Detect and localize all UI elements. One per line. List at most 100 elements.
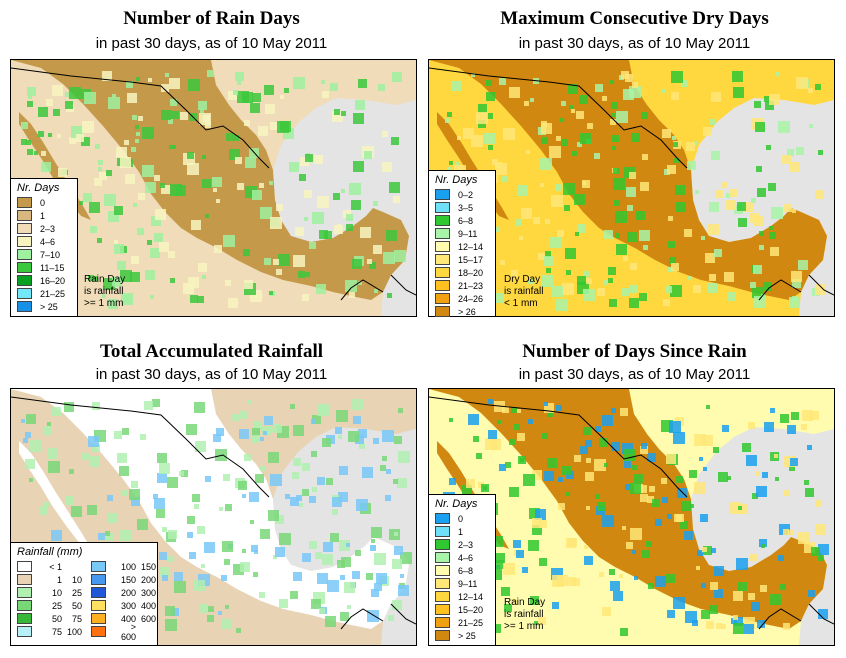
- map-cell: [259, 592, 265, 598]
- legend-swatch: [17, 587, 32, 598]
- map-cell: [69, 87, 81, 99]
- map-cell: [602, 96, 607, 101]
- map-cell: [738, 582, 747, 591]
- map-cell: [611, 113, 615, 117]
- map-cell: [552, 575, 564, 587]
- map-cell: [122, 428, 129, 435]
- map-cell: [764, 96, 770, 102]
- note-line: Rain Day: [84, 274, 126, 285]
- map-cell: [253, 572, 258, 577]
- map-cell: [709, 605, 718, 614]
- map-cell: [626, 187, 636, 197]
- map-cell: [624, 461, 631, 468]
- map-cell: [714, 249, 722, 257]
- map-cell: [663, 299, 670, 306]
- map-cell: [93, 276, 98, 281]
- map-cell: [483, 486, 487, 490]
- map-cell: [615, 211, 627, 223]
- map-cell: [597, 288, 605, 296]
- map-cell: [179, 471, 184, 476]
- map-cell: [626, 542, 633, 549]
- map-cell: [255, 474, 264, 483]
- map-cell: [687, 161, 696, 170]
- map-cell: [392, 559, 402, 569]
- legend-label-high: 150: [140, 561, 156, 572]
- map-cell: [780, 414, 789, 423]
- map-cell: [207, 70, 214, 77]
- map-cell: [468, 414, 479, 425]
- map-cell: [69, 137, 76, 144]
- map-cell: [104, 194, 116, 206]
- map-cell: [290, 404, 295, 409]
- map-cell: [759, 539, 767, 547]
- map-cell: [332, 497, 342, 507]
- map-cell: [304, 217, 308, 221]
- map-cell: [629, 172, 636, 179]
- panel-subtitle: in past 30 days, as of 10 May 2011: [95, 35, 328, 52]
- map-cell: [112, 277, 122, 287]
- map-cell: [92, 444, 100, 452]
- map-cell: [530, 98, 534, 102]
- map-cell: [776, 72, 780, 76]
- map-cell: [159, 567, 169, 577]
- map-cell: [716, 623, 722, 629]
- map-cell: [293, 572, 302, 581]
- map-cell: [751, 198, 756, 203]
- map-cell: [647, 453, 656, 462]
- legend-items: 0–2 3–5 6–8 9–11 12–14 15–17 18–20 21–23 24–26 > …: [429, 188, 495, 318]
- map-cell: [120, 157, 131, 168]
- map-cell: [727, 292, 736, 301]
- map-cell: [495, 227, 500, 232]
- map-cell: [154, 175, 160, 181]
- map-cell: [309, 496, 316, 503]
- legend-item: 4–6: [435, 551, 495, 564]
- map-cell: [135, 139, 139, 143]
- map-cell: [264, 85, 274, 95]
- map-cell: [714, 589, 723, 598]
- legend-item: 12–14: [435, 590, 495, 603]
- map-cell: [322, 554, 333, 565]
- map-cell: [677, 488, 687, 498]
- legend-label: 3–5: [458, 202, 474, 213]
- map-cell: [202, 155, 206, 159]
- map-cell: [674, 158, 679, 163]
- legend-item: 1: [435, 525, 495, 538]
- map-cell: [732, 71, 743, 82]
- legend-item: 15–17: [435, 253, 495, 266]
- map-cell: [191, 220, 201, 230]
- map-cell: [162, 575, 168, 581]
- legend-label: 4–6: [458, 552, 474, 563]
- map-cell: [200, 109, 204, 113]
- map-cell: [233, 135, 239, 141]
- map-cell: [769, 94, 780, 105]
- legend-label: 2–3: [40, 223, 56, 234]
- map-cell: [587, 123, 593, 129]
- map-cell: [250, 103, 260, 113]
- map-cell: [511, 407, 517, 413]
- map-cell: [627, 232, 637, 242]
- map-cell: [534, 621, 538, 625]
- map-cell: [629, 86, 641, 98]
- map-cell: [150, 295, 154, 299]
- map-cell: [250, 520, 254, 524]
- map-cell: [491, 569, 502, 580]
- map-cell: [808, 590, 815, 597]
- map-cell: [755, 471, 760, 476]
- legend-label: 16–20: [40, 275, 66, 286]
- map-cell: [486, 80, 492, 86]
- map-cell: [323, 542, 333, 552]
- map-cell: [269, 428, 273, 432]
- map-cell: [311, 419, 316, 424]
- map-cell: [197, 296, 204, 303]
- legend-label-high: 600: [140, 613, 156, 624]
- legend-label: 0–2: [458, 189, 474, 200]
- map-cell: [239, 411, 247, 419]
- note-line: Rain Day: [504, 597, 546, 608]
- map-cell: [219, 507, 223, 511]
- map-cell: [804, 480, 809, 485]
- map-cell: [150, 248, 160, 258]
- legend-item: > 600: [91, 622, 161, 642]
- legend-swatch: [435, 254, 450, 265]
- map-cell: [358, 429, 367, 438]
- legend-item: 0: [435, 512, 495, 525]
